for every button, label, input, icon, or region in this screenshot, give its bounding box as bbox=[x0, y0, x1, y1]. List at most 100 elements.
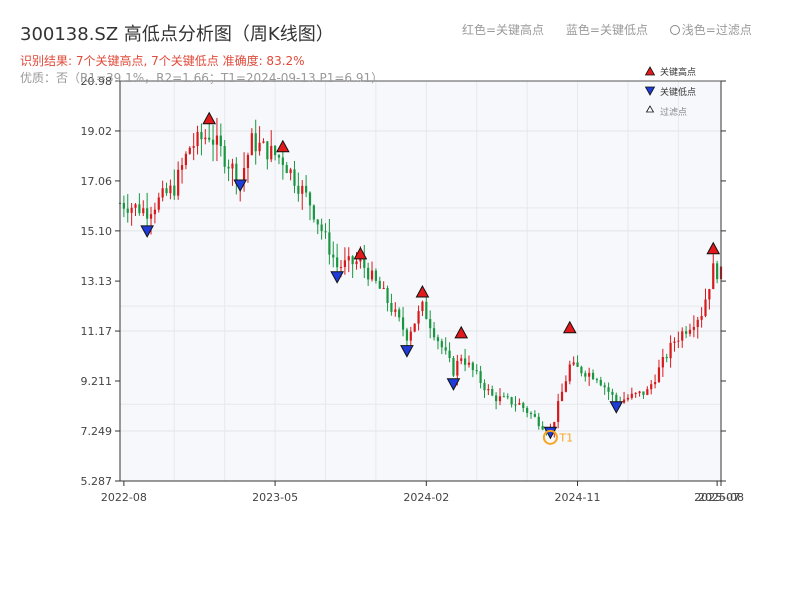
candle-body bbox=[673, 341, 676, 343]
candle-body bbox=[646, 389, 649, 395]
candle-body bbox=[301, 185, 304, 194]
candle-body bbox=[487, 389, 490, 391]
candle-body bbox=[382, 287, 385, 289]
candle-body bbox=[149, 214, 153, 219]
candle-body bbox=[258, 142, 261, 152]
top-legend: 红色=关键高点 蓝色=关键低点 浅色=过滤点 bbox=[462, 21, 770, 38]
candle-body bbox=[607, 387, 610, 392]
candle-body bbox=[557, 401, 560, 422]
y-tick-label: 9.211 bbox=[81, 375, 113, 388]
key-low-marker bbox=[609, 401, 624, 414]
candle-body bbox=[196, 131, 199, 147]
candle-body bbox=[134, 204, 137, 208]
candle-body bbox=[568, 364, 571, 382]
legend-high-icon bbox=[644, 66, 656, 76]
candle-body bbox=[622, 399, 626, 403]
candle-body bbox=[634, 393, 637, 395]
candle-body bbox=[401, 317, 405, 330]
candle-body bbox=[704, 299, 707, 316]
candle-body bbox=[177, 169, 180, 196]
candle-body bbox=[483, 382, 486, 391]
candle-body bbox=[192, 146, 195, 148]
candle-body bbox=[359, 257, 362, 262]
candle-body bbox=[522, 403, 525, 409]
candle-body bbox=[188, 147, 191, 154]
candle-body bbox=[208, 137, 211, 140]
key-high-marker bbox=[706, 241, 721, 255]
candle-body bbox=[219, 135, 222, 147]
candle-body bbox=[599, 380, 602, 386]
candle-body bbox=[642, 391, 645, 395]
candle-body bbox=[153, 209, 156, 215]
candle-body bbox=[231, 163, 234, 169]
y-tick-label: 5.287 bbox=[81, 475, 113, 488]
candle-body bbox=[653, 382, 657, 385]
candle-body bbox=[692, 327, 695, 330]
key-high-marker bbox=[276, 139, 290, 153]
candle-body bbox=[223, 146, 226, 167]
candle-body bbox=[316, 219, 319, 225]
y-tick-label: 17.06 bbox=[81, 175, 113, 188]
candle-body bbox=[510, 397, 513, 405]
chart-title: 300138.SZ 高低点分析图（周K线图） bbox=[20, 24, 334, 45]
quality-text: 优质：否（R1=39.1%，R2=1.66；T1=2024-09-13 P1=6… bbox=[20, 71, 384, 85]
candle-body bbox=[355, 261, 358, 265]
candle-body bbox=[146, 208, 149, 219]
candle-body bbox=[421, 301, 424, 312]
candle-body bbox=[374, 270, 378, 281]
candle-body bbox=[378, 280, 381, 289]
result-text: 识别结果: 7个关键高点, 7个关键低点 准确度: 83.2% bbox=[20, 54, 305, 68]
key-low-marker bbox=[400, 345, 414, 358]
candle-body bbox=[452, 358, 455, 376]
candle-body bbox=[324, 231, 327, 233]
t1-circle-marker bbox=[542, 429, 558, 445]
candle-body bbox=[681, 331, 684, 341]
candle-body bbox=[165, 188, 168, 194]
key-low-marker bbox=[140, 225, 154, 238]
candle-body bbox=[467, 362, 471, 365]
y-tick-label: 13.13 bbox=[81, 275, 113, 288]
candle-body bbox=[630, 393, 633, 398]
candle-body bbox=[273, 145, 277, 156]
key-high-marker bbox=[202, 111, 217, 125]
candle-body bbox=[506, 396, 509, 398]
candle-body bbox=[289, 169, 292, 174]
plot-area bbox=[120, 81, 721, 481]
key-high-marker bbox=[454, 325, 469, 339]
candle-body bbox=[460, 358, 463, 361]
candle-body bbox=[250, 133, 253, 156]
candle-body bbox=[394, 309, 397, 312]
key-low-marker bbox=[543, 426, 558, 440]
candle-body bbox=[429, 319, 432, 329]
candle-body bbox=[398, 309, 401, 318]
candle-body bbox=[312, 205, 315, 220]
y-tick-label: 20.98 bbox=[81, 75, 113, 88]
legend-filter-icon bbox=[645, 105, 655, 113]
candle-body bbox=[502, 396, 505, 398]
candle-body bbox=[180, 165, 184, 170]
candle-body bbox=[386, 287, 389, 303]
candle-body bbox=[285, 165, 288, 174]
candle-body bbox=[560, 391, 564, 402]
candle-body bbox=[665, 357, 668, 359]
key-high-marker bbox=[415, 285, 430, 298]
candle-body bbox=[529, 412, 533, 415]
candle-body bbox=[413, 323, 416, 332]
candle-body bbox=[367, 267, 370, 280]
candle-body bbox=[564, 381, 568, 392]
candle-body bbox=[390, 302, 393, 312]
candle-body bbox=[456, 360, 459, 376]
candle-body bbox=[603, 385, 606, 388]
candle-body bbox=[336, 257, 339, 268]
candle-body bbox=[696, 319, 699, 328]
x-tick-label: 2025-08 bbox=[698, 491, 744, 504]
candle-body bbox=[615, 394, 618, 402]
candle-body bbox=[270, 145, 273, 160]
candle-body bbox=[479, 371, 482, 383]
top-legend-blue: 蓝色=关键低点 bbox=[565, 23, 648, 37]
candle-body bbox=[308, 192, 312, 206]
candle-body bbox=[498, 396, 502, 402]
candle-body bbox=[471, 362, 474, 371]
candle-body bbox=[669, 342, 672, 359]
